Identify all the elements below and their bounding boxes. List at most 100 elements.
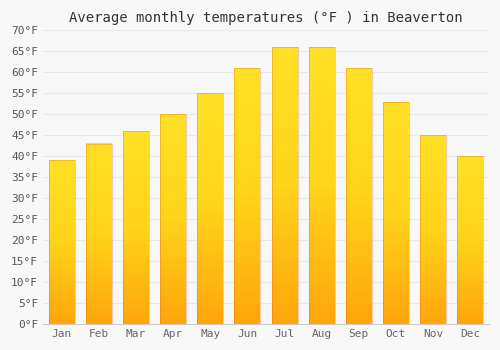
Bar	[308, 268, 334, 272]
Bar	[458, 175, 483, 177]
Bar	[458, 250, 483, 253]
Bar	[346, 250, 372, 254]
Bar	[420, 265, 446, 267]
Bar	[160, 172, 186, 175]
Bar	[234, 205, 260, 209]
Bar	[48, 207, 74, 210]
Bar	[420, 276, 446, 279]
Bar	[234, 158, 260, 161]
Bar	[346, 234, 372, 238]
Bar	[234, 317, 260, 321]
Bar	[234, 292, 260, 295]
Bar	[308, 237, 334, 241]
Bar	[383, 279, 409, 282]
Bar	[160, 190, 186, 193]
Bar	[383, 190, 409, 194]
Bar	[197, 93, 223, 324]
Bar	[48, 279, 74, 281]
Bar	[197, 315, 223, 318]
Bar	[420, 177, 446, 180]
Bar	[197, 139, 223, 142]
Bar	[383, 307, 409, 310]
Bar	[86, 168, 112, 171]
Bar	[234, 132, 260, 135]
Bar	[123, 307, 149, 309]
Bar	[123, 150, 149, 153]
Bar	[346, 215, 372, 218]
Bar	[160, 256, 186, 259]
Bar	[86, 308, 112, 310]
Bar	[346, 228, 372, 231]
Bar	[383, 179, 409, 182]
Bar	[86, 322, 112, 324]
Bar	[160, 209, 186, 211]
Bar	[197, 307, 223, 310]
Bar	[458, 278, 483, 280]
Bar	[383, 296, 409, 299]
Bar	[308, 317, 334, 321]
Bar	[420, 152, 446, 154]
Bar	[272, 265, 297, 269]
Bar	[160, 266, 186, 269]
Bar	[272, 75, 297, 78]
Bar	[458, 263, 483, 265]
Bar	[234, 103, 260, 106]
Bar	[420, 288, 446, 291]
Bar	[48, 277, 74, 279]
Bar	[123, 264, 149, 266]
Bar	[123, 169, 149, 172]
Bar	[197, 125, 223, 128]
Bar	[197, 174, 223, 177]
Bar	[123, 136, 149, 138]
Bar	[197, 122, 223, 125]
Bar	[272, 161, 297, 165]
Bar	[48, 181, 74, 183]
Bar	[123, 164, 149, 167]
Bar	[234, 119, 260, 122]
Bar	[420, 147, 446, 149]
Bar	[272, 47, 297, 324]
Bar	[420, 163, 446, 166]
Bar	[86, 292, 112, 295]
Bar	[160, 161, 186, 164]
Bar	[458, 309, 483, 312]
Bar	[420, 300, 446, 303]
Bar	[272, 127, 297, 130]
Bar	[123, 210, 149, 213]
Bar	[86, 238, 112, 240]
Bar	[160, 132, 186, 135]
Bar	[346, 135, 372, 139]
Bar	[48, 273, 74, 275]
Bar	[234, 151, 260, 155]
Bar	[308, 172, 334, 175]
Bar	[346, 298, 372, 302]
Bar	[123, 160, 149, 162]
Bar	[197, 292, 223, 295]
Bar	[48, 191, 74, 193]
Bar	[308, 217, 334, 220]
Bar	[420, 199, 446, 201]
Bar	[308, 275, 334, 279]
Bar	[197, 177, 223, 180]
Bar	[458, 230, 483, 232]
Bar	[48, 318, 74, 320]
Bar	[272, 196, 297, 199]
Bar	[123, 237, 149, 240]
Bar	[234, 90, 260, 94]
Bar	[48, 287, 74, 289]
Bar	[197, 301, 223, 304]
Bar	[272, 213, 297, 217]
Bar	[308, 282, 334, 286]
Bar	[234, 106, 260, 110]
Bar	[234, 145, 260, 148]
Bar	[234, 138, 260, 142]
Bar	[160, 114, 186, 324]
Bar	[86, 301, 112, 304]
Bar	[272, 300, 297, 303]
Bar	[86, 155, 112, 157]
Bar	[197, 246, 223, 249]
Bar	[308, 68, 334, 71]
Bar	[48, 289, 74, 291]
Bar	[48, 316, 74, 318]
Bar	[458, 271, 483, 274]
